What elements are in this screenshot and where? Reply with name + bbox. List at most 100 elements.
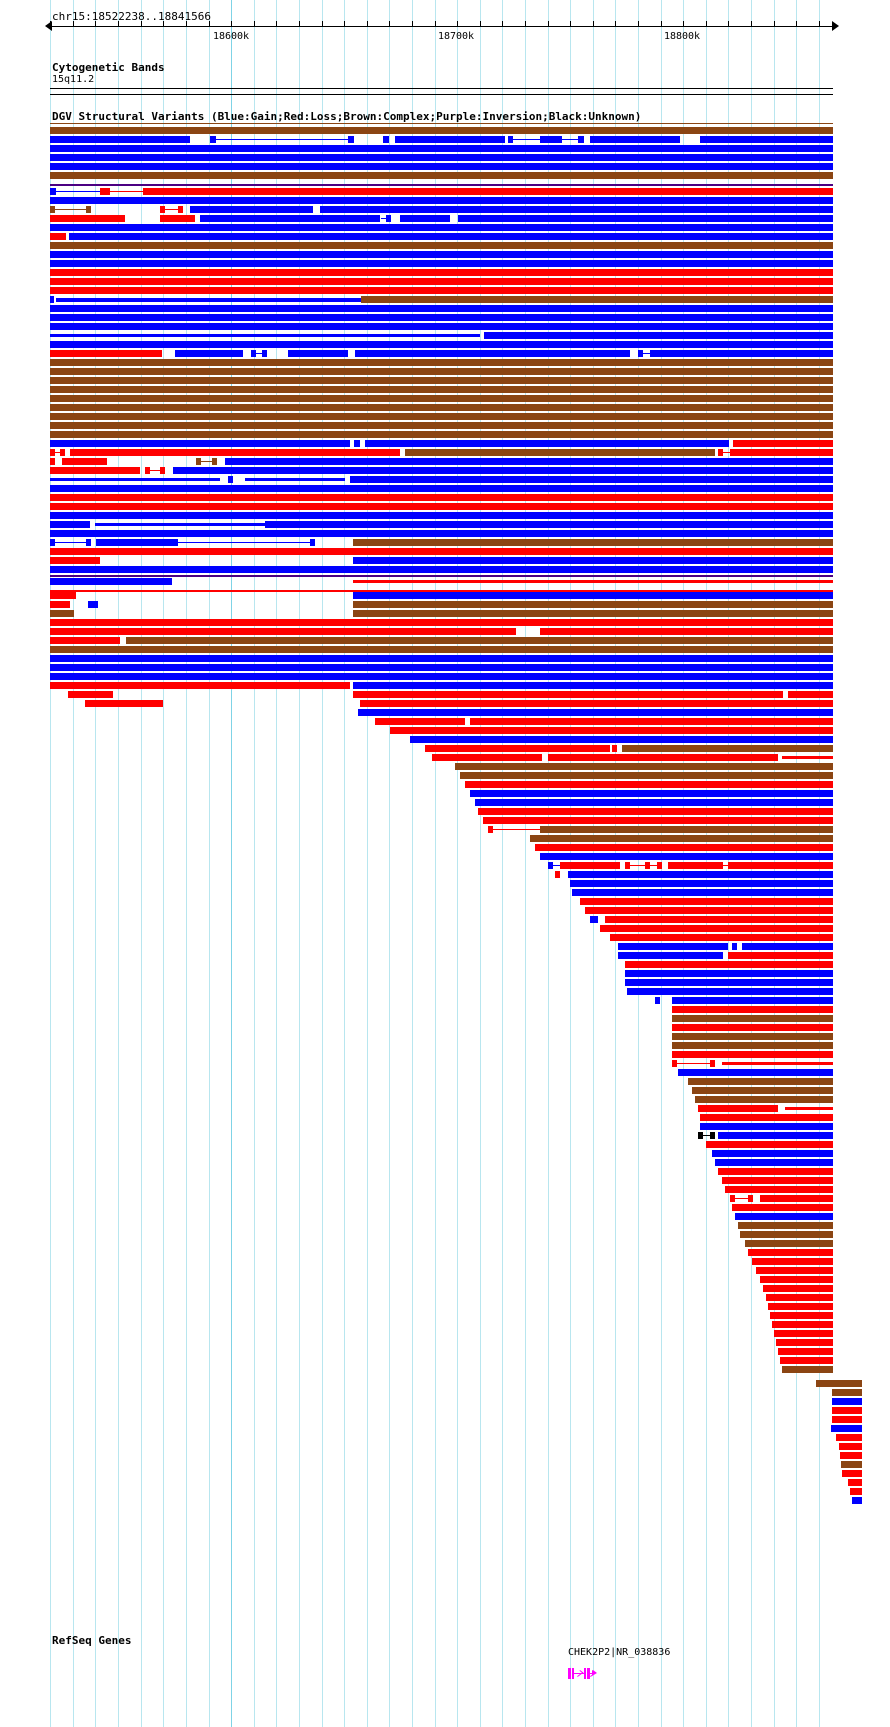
dgv-variant-segment[interactable] <box>50 449 55 456</box>
dgv-variant-row[interactable] <box>0 431 890 439</box>
dgv-variant-segment[interactable] <box>568 871 833 878</box>
dgv-variant-segment[interactable] <box>50 377 833 384</box>
dgv-variant-segment[interactable] <box>50 530 833 537</box>
gene-transcript-glyph[interactable] <box>568 1668 597 1679</box>
dgv-variant-row[interactable] <box>0 655 890 663</box>
dgv-variant-segment[interactable] <box>774 1330 833 1337</box>
dgv-variant-segment[interactable] <box>645 862 650 869</box>
dgv-variant-row[interactable] <box>0 1141 890 1149</box>
dgv-variant-row[interactable] <box>0 1389 890 1397</box>
gene-exon-block[interactable] <box>587 1668 590 1679</box>
dgv-variant-segment[interactable] <box>605 916 833 923</box>
dgv-variant-segment[interactable] <box>672 1060 677 1067</box>
dgv-variant-segment[interactable] <box>488 826 493 833</box>
dgv-variant-row[interactable] <box>0 1416 890 1424</box>
dgv-variant-row[interactable] <box>0 1087 890 1095</box>
dgv-variant-segment[interactable] <box>483 817 833 824</box>
dgv-variant-segment[interactable] <box>668 862 723 869</box>
dgv-variant-row[interactable] <box>0 601 890 609</box>
dgv-variant-segment[interactable] <box>718 449 723 456</box>
dgv-variant-row[interactable] <box>0 754 890 762</box>
dgv-variant-row[interactable] <box>0 646 890 654</box>
dgv-variant-segment[interactable] <box>50 422 833 429</box>
dgv-variant-row[interactable] <box>0 1398 890 1406</box>
dgv-variant-row[interactable] <box>0 578 890 586</box>
dgv-variant-segment[interactable] <box>455 763 833 770</box>
dgv-variant-segment[interactable] <box>88 601 98 608</box>
dgv-variant-row[interactable] <box>0 296 890 304</box>
dgv-variant-segment[interactable] <box>832 1398 862 1405</box>
dgv-variant-segment[interactable] <box>100 188 110 195</box>
dgv-variant-row[interactable] <box>0 1105 890 1113</box>
dgv-variant-row[interactable] <box>0 790 890 798</box>
dgv-variant-segment[interactable] <box>672 1051 833 1058</box>
dgv-variant-row[interactable] <box>0 572 890 580</box>
dgv-variant-segment[interactable] <box>225 458 833 465</box>
dgv-variant-segment[interactable] <box>50 233 66 240</box>
dgv-variant-segment[interactable] <box>50 305 833 312</box>
dgv-variant-segment[interactable] <box>50 431 833 438</box>
dgv-variant-segment[interactable] <box>50 503 833 510</box>
dgv-variant-row[interactable] <box>0 548 890 556</box>
dgv-variant-segment[interactable] <box>50 242 833 249</box>
dgv-variant-row[interactable] <box>0 467 890 475</box>
dgv-variant-segment[interactable] <box>50 619 833 626</box>
dgv-variant-segment[interactable] <box>50 127 833 134</box>
dgv-variant-segment[interactable] <box>672 1042 833 1049</box>
dgv-variant-row[interactable] <box>0 1168 890 1176</box>
dgv-variant-segment[interactable] <box>733 440 833 447</box>
dgv-variant-segment[interactable] <box>508 136 513 143</box>
dgv-variant-segment[interactable] <box>580 898 833 905</box>
dgv-variant-segment[interactable] <box>625 970 833 977</box>
dgv-variant-segment[interactable] <box>190 206 313 213</box>
dgv-variant-segment[interactable] <box>760 1195 833 1202</box>
dgv-variant-row[interactable] <box>0 1204 890 1212</box>
dgv-variant-row[interactable] <box>0 1249 890 1257</box>
dgv-variant-row[interactable] <box>0 997 890 1005</box>
gene-name-label[interactable]: CHEK2P2|NR_038836 <box>568 1647 671 1658</box>
dgv-variant-segment[interactable] <box>475 799 833 806</box>
dgv-variant-segment[interactable] <box>618 943 728 950</box>
dgv-variant-segment[interactable] <box>540 853 833 860</box>
dgv-variant-row[interactable] <box>0 1434 890 1442</box>
dgv-variant-row[interactable] <box>0 925 890 933</box>
dgv-variant-segment[interactable] <box>395 136 505 143</box>
dgv-variant-row[interactable] <box>0 1366 890 1374</box>
dgv-variant-row[interactable] <box>0 1024 890 1032</box>
dgv-variant-segment[interactable] <box>143 188 833 195</box>
dgv-variant-segment[interactable] <box>50 539 55 546</box>
dgv-variant-row[interactable] <box>0 1443 890 1451</box>
dgv-variant-segment[interactable] <box>740 1231 833 1238</box>
dgv-variant-segment[interactable] <box>678 1069 833 1076</box>
dgv-variant-row[interactable] <box>0 224 890 232</box>
dgv-variant-segment[interactable] <box>86 206 91 213</box>
dgv-variant-segment[interactable] <box>715 1159 833 1166</box>
dgv-variant-segment[interactable] <box>50 183 833 186</box>
dgv-variant-segment[interactable] <box>50 589 833 592</box>
dgv-variant-row[interactable] <box>0 440 890 448</box>
dgv-variant-row[interactable] <box>0 961 890 969</box>
dgv-variant-row[interactable] <box>0 1488 890 1496</box>
dgv-variant-segment[interactable] <box>50 682 350 689</box>
dgv-variant-segment[interactable] <box>718 1132 833 1139</box>
dgv-variant-segment[interactable] <box>50 578 172 585</box>
dgv-variant-row[interactable] <box>0 1425 890 1433</box>
dgv-variant-row[interactable] <box>0 1213 890 1221</box>
dgv-variant-row[interactable] <box>0 1078 890 1086</box>
dgv-variant-segment[interactable] <box>458 215 833 222</box>
dgv-variant-row[interactable] <box>0 592 890 600</box>
dgv-variant-row[interactable] <box>0 1258 890 1266</box>
dgv-variant-row[interactable] <box>0 1006 890 1014</box>
dgv-variant-row[interactable] <box>0 700 890 708</box>
dgv-variant-segment[interactable] <box>383 136 389 143</box>
dgv-variant-segment[interactable] <box>354 440 360 447</box>
dgv-variant-segment[interactable] <box>50 296 54 303</box>
dgv-variant-row[interactable] <box>0 1339 890 1347</box>
dgv-variant-row[interactable] <box>0 172 890 180</box>
dgv-variant-segment[interactable] <box>353 691 783 698</box>
dgv-variant-segment[interactable] <box>50 206 55 213</box>
dgv-variant-segment[interactable] <box>310 539 315 546</box>
dgv-variant-segment[interactable] <box>245 478 345 481</box>
dgv-variant-segment[interactable] <box>842 1470 862 1477</box>
dgv-variant-segment[interactable] <box>832 1407 862 1414</box>
